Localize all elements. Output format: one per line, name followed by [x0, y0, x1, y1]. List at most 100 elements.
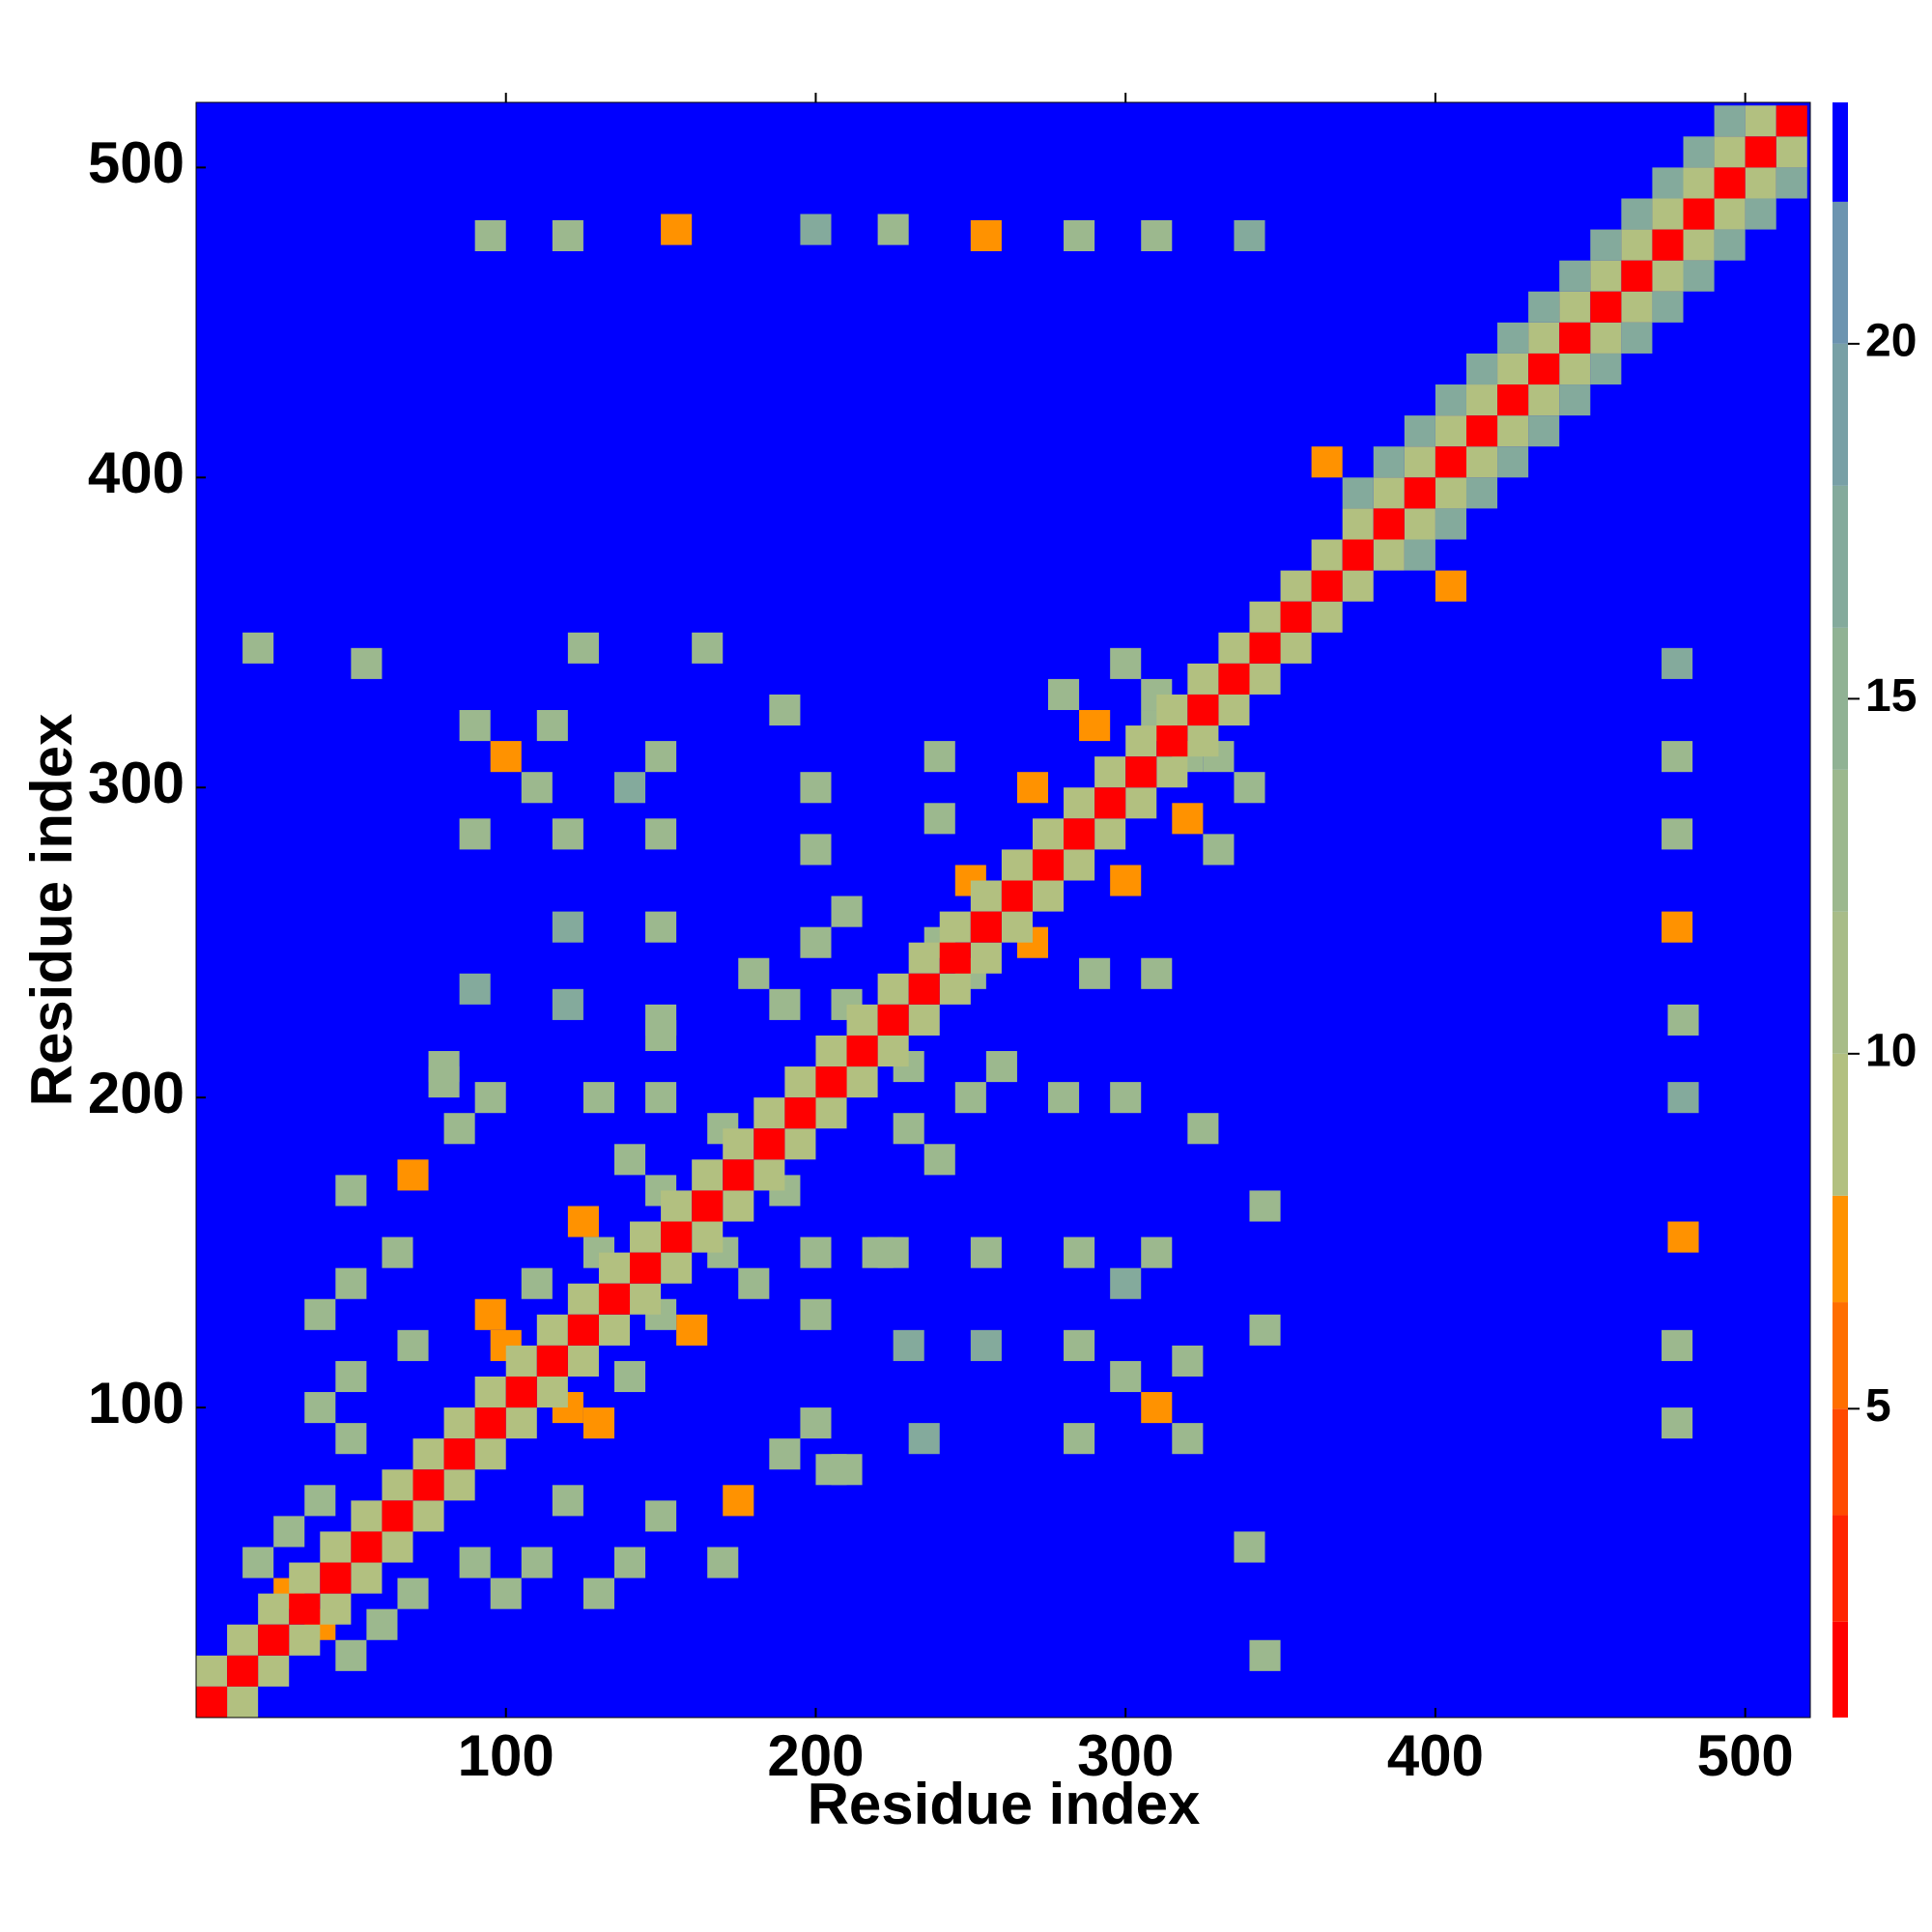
heatmap-cell	[273, 1516, 305, 1548]
heatmap-cell	[1125, 787, 1157, 819]
heatmap-cell	[939, 942, 971, 974]
heatmap-cell	[1559, 260, 1591, 292]
heatmap-cell	[1667, 1082, 1699, 1114]
heatmap-cell	[661, 1252, 693, 1284]
heatmap-cell	[800, 834, 832, 866]
heatmap-cell	[1528, 415, 1560, 447]
heatmap-cell	[1234, 1531, 1265, 1563]
colorbar-segment	[1833, 627, 1848, 770]
heatmap-cell	[459, 818, 491, 850]
heatmap-cell	[1465, 384, 1498, 416]
heatmap-cell	[970, 880, 1002, 912]
heatmap-cell	[505, 1376, 537, 1408]
heatmap-cell	[661, 1190, 693, 1222]
heatmap-cell	[908, 942, 940, 974]
heatmap-cell	[536, 1314, 568, 1346]
heatmap-cell	[1776, 136, 1807, 168]
heatmap-cell	[474, 219, 506, 252]
heatmap-cell	[661, 1221, 693, 1253]
y-tick-label: 500	[88, 130, 185, 195]
heatmap-cell	[1373, 539, 1405, 571]
colorbar-segment	[1833, 1195, 1848, 1303]
heatmap-cell	[723, 1190, 754, 1222]
heatmap-cell	[1528, 322, 1560, 354]
heatmap-cell	[1652, 167, 1684, 199]
heatmap-cell	[846, 1035, 878, 1067]
heatmap-cell	[1662, 1329, 1693, 1361]
heatmap-cell	[692, 1221, 724, 1253]
heatmap-cell	[1621, 260, 1653, 292]
heatmap-cell	[1125, 725, 1157, 757]
heatmap-cell	[784, 1097, 816, 1129]
heatmap-cell	[970, 219, 1002, 252]
heatmap-cell	[459, 710, 491, 742]
heatmap-cell	[1001, 911, 1033, 943]
heatmap-cell	[1652, 229, 1684, 261]
x-tick-label: 400	[1387, 1723, 1484, 1788]
heatmap-cell	[567, 1314, 599, 1346]
heatmap-cell	[877, 213, 909, 245]
heatmap-cell	[613, 1547, 646, 1578]
heatmap-cell	[428, 1051, 460, 1083]
heatmap-cell	[227, 1686, 259, 1718]
heatmap-cell	[1280, 601, 1312, 633]
heatmap-cell	[1218, 632, 1250, 664]
colorbar-tick-label: 20	[1865, 316, 1917, 367]
heatmap-cell	[692, 1159, 724, 1191]
heatmap-cell	[505, 1345, 537, 1377]
heatmap-cell	[412, 1469, 444, 1501]
heatmap-cell	[1621, 198, 1653, 230]
heatmap-cell	[815, 1066, 847, 1098]
heatmap-cell	[1662, 1407, 1693, 1439]
heatmap-cell	[1234, 219, 1265, 252]
heatmap-cell	[1667, 1004, 1699, 1036]
heatmap-cell	[335, 1175, 367, 1207]
heatmap-cell	[1094, 787, 1126, 819]
colorbar-segment	[1833, 485, 1848, 628]
heatmap-cell	[582, 1407, 614, 1439]
heatmap-cell	[242, 1547, 274, 1578]
heatmap-cell	[1559, 291, 1591, 323]
heatmap-cell	[443, 1113, 475, 1145]
y-tick-label: 300	[88, 751, 185, 815]
heatmap-cell	[474, 1082, 506, 1114]
heatmap-cell	[1662, 741, 1693, 773]
heatmap-cell	[1714, 105, 1746, 137]
colorbar-segment	[1833, 1515, 1848, 1622]
heatmap-cell	[908, 1423, 940, 1455]
x-tick-label: 300	[1077, 1723, 1174, 1788]
heatmap-cell	[1714, 167, 1746, 199]
x-tick-label: 500	[1697, 1723, 1794, 1788]
heatmap-cell	[412, 1438, 444, 1470]
heatmap-cell	[970, 1236, 1002, 1268]
colorbar-segment	[1833, 1621, 1848, 1718]
heatmap-cell	[1064, 219, 1095, 252]
heatmap-cell	[474, 1376, 506, 1408]
heatmap-cell	[567, 1283, 599, 1315]
heatmap-cell	[304, 1392, 336, 1424]
heatmap-cell	[598, 1283, 631, 1315]
heatmap-cell	[1662, 911, 1693, 943]
heatmap-cell	[1110, 865, 1142, 896]
heatmap-cell	[800, 926, 832, 958]
heatmap-cell	[304, 1298, 336, 1330]
heatmap-cell	[443, 1407, 475, 1439]
heatmap-cell	[1404, 539, 1435, 571]
heatmap-cell	[1064, 1423, 1095, 1455]
heatmap-cell	[1683, 167, 1715, 199]
heatmap-cell	[1032, 849, 1065, 881]
heatmap-cell	[1714, 136, 1746, 168]
y-tick-label: 100	[88, 1371, 185, 1435]
heatmap-cell	[970, 1329, 1002, 1361]
colorbar-tick-label: 10	[1865, 1025, 1917, 1076]
heatmap-cell	[985, 1051, 1017, 1083]
heatmap-cell	[1714, 198, 1746, 230]
heatmap-cell	[877, 1035, 909, 1067]
heatmap-cell	[1662, 647, 1693, 679]
heatmap-cell	[1528, 291, 1560, 323]
heatmap-cell	[320, 1531, 352, 1563]
heatmap-cell	[1590, 322, 1622, 354]
x-tick-label: 100	[458, 1723, 554, 1788]
heatmap-cell	[1032, 880, 1065, 912]
